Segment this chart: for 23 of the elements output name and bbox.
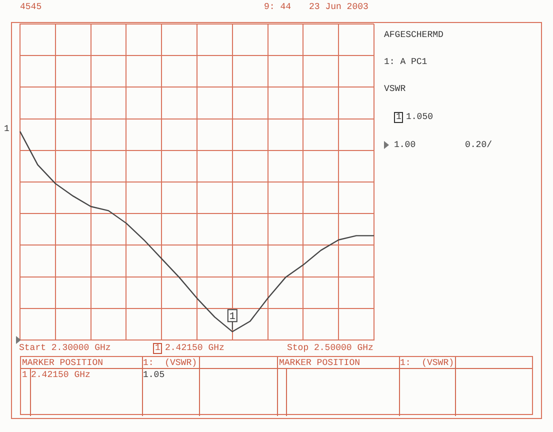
- text: VSWR: [384, 84, 406, 95]
- text: 0.20/: [465, 140, 492, 151]
- text: AFGESCHERMD: [384, 30, 444, 41]
- text: 2.42150 GHz: [31, 370, 90, 381]
- annotation: 1: [229, 312, 236, 323]
- text: 1: [394, 112, 404, 123]
- text: 9: 44: [264, 2, 292, 13]
- text: 1: (VSWR): [400, 358, 454, 369]
- text: MARKER POSITION: [22, 358, 104, 369]
- text: 2.42150 GHz: [165, 343, 224, 354]
- text: 4545: [20, 2, 42, 13]
- text: 1: A PC1: [384, 57, 428, 68]
- text: 1.05: [143, 370, 165, 381]
- text: 1: [22, 370, 28, 381]
- text: 23 Jun 2003: [309, 2, 368, 13]
- text: 1.00: [394, 140, 416, 151]
- text: Start 2.30000 GHz: [19, 343, 111, 354]
- text: 1: [4, 124, 10, 135]
- text: Stop 2.50000 GHz: [287, 343, 374, 354]
- text: 1: (VSWR): [143, 358, 198, 369]
- text: 1: [153, 343, 162, 354]
- text: 1.050: [406, 112, 434, 123]
- text: MARKER POSITION: [279, 358, 360, 369]
